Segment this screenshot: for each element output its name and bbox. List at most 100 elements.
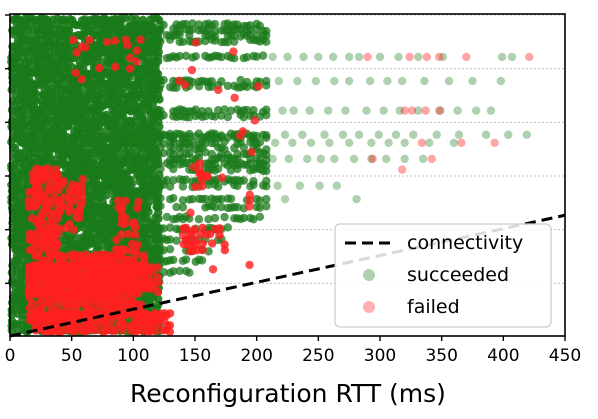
succeeded-point [298, 130, 307, 139]
x-tick-label: 300 [364, 346, 396, 366]
failed-point [46, 305, 56, 314]
succeeded-point [425, 138, 434, 147]
succeeded-point [75, 85, 84, 94]
succeeded-point [156, 201, 165, 211]
succeeded-point [262, 194, 271, 204]
succeeded-point [233, 202, 242, 212]
succeeded-point [226, 106, 236, 115]
succeeded-point [181, 255, 191, 264]
succeeded-point [400, 138, 409, 147]
failed-point [398, 165, 407, 174]
failed-point [64, 309, 73, 318]
succeeded-point [409, 130, 418, 139]
failed-point [198, 239, 207, 248]
succeeded-point [414, 52, 423, 62]
succeeded-point [268, 154, 277, 164]
failed-point [59, 176, 69, 186]
failed-point [422, 52, 432, 62]
succeeded-point [185, 113, 194, 122]
succeeded-point [332, 181, 342, 190]
succeeded-point [142, 214, 152, 224]
succeeded-point [242, 53, 252, 62]
failed-point [245, 196, 255, 205]
succeeded-point [156, 164, 165, 174]
failed-point [75, 274, 85, 283]
succeeded-point [223, 223, 233, 232]
succeeded-point [486, 106, 496, 115]
failed-point [215, 224, 224, 233]
succeeded-point [242, 82, 252, 92]
succeeded-point [181, 175, 191, 184]
succeeded-point [162, 212, 172, 222]
succeeded-point [316, 154, 325, 164]
succeeded-point [201, 194, 210, 204]
x-tick-label: 50 [61, 346, 83, 366]
failed-point [72, 48, 81, 57]
succeeded-point [191, 52, 200, 61]
succeeded-point [330, 76, 339, 86]
succeeded-point [210, 213, 220, 223]
failed-point [462, 52, 471, 62]
failed-point [112, 235, 121, 245]
succeeded-point [178, 203, 188, 212]
legend-box [334, 223, 552, 328]
succeeded-point [165, 35, 175, 44]
failed-point [208, 265, 218, 274]
succeeded-point [178, 143, 188, 152]
succeeded-point [197, 256, 207, 265]
failed-point [82, 250, 91, 259]
succeeded-point [185, 268, 194, 277]
legend-failed-swatch [363, 301, 375, 313]
succeeded-point [188, 194, 197, 204]
succeeded-point [258, 51, 268, 60]
failed-point [400, 106, 409, 115]
failed-point [110, 36, 120, 46]
succeeded-point [381, 154, 391, 164]
succeeded-point [481, 130, 491, 139]
succeeded-point [274, 76, 284, 86]
succeeded-point [25, 32, 34, 41]
failed-point [133, 240, 142, 249]
succeeded-point [226, 166, 236, 175]
succeeded-point [156, 194, 165, 203]
succeeded-point [172, 202, 181, 212]
succeeded-point [132, 15, 141, 24]
succeeded-point [400, 154, 409, 164]
failed-point [102, 37, 112, 47]
succeeded-point [144, 198, 153, 207]
failed-point [189, 162, 199, 171]
succeeded-point [268, 52, 277, 62]
failed-point [128, 261, 137, 270]
legend: connectivity succeeded failed [334, 223, 552, 328]
failed-point [195, 159, 205, 168]
failed-point [229, 47, 238, 56]
failed-point [121, 261, 130, 270]
succeeded-point [262, 81, 271, 90]
failed-point [77, 75, 87, 84]
failed-point [44, 262, 54, 272]
failed-point [525, 52, 534, 62]
failed-point [405, 52, 414, 62]
succeeded-point [330, 154, 339, 164]
failed-point [363, 52, 372, 62]
failed-point [28, 197, 37, 206]
succeeded-point [159, 180, 168, 189]
succeeded-point [213, 182, 223, 191]
failed-point [50, 273, 60, 282]
succeeded-point [217, 111, 226, 120]
y-axis-ticks [5, 14, 10, 285]
succeeded-point [374, 130, 383, 139]
succeeded-point [255, 203, 265, 212]
succeeded-point [19, 128, 28, 138]
failed-point [77, 188, 87, 197]
succeeded-point [249, 180, 258, 189]
succeeded-point [217, 52, 226, 62]
succeeded-point [438, 52, 448, 62]
succeeded-point [449, 138, 459, 147]
failed-point [250, 116, 260, 125]
failed-point [89, 279, 99, 288]
succeeded-point [341, 106, 350, 115]
failed-point [417, 138, 427, 147]
failed-point [134, 268, 143, 277]
